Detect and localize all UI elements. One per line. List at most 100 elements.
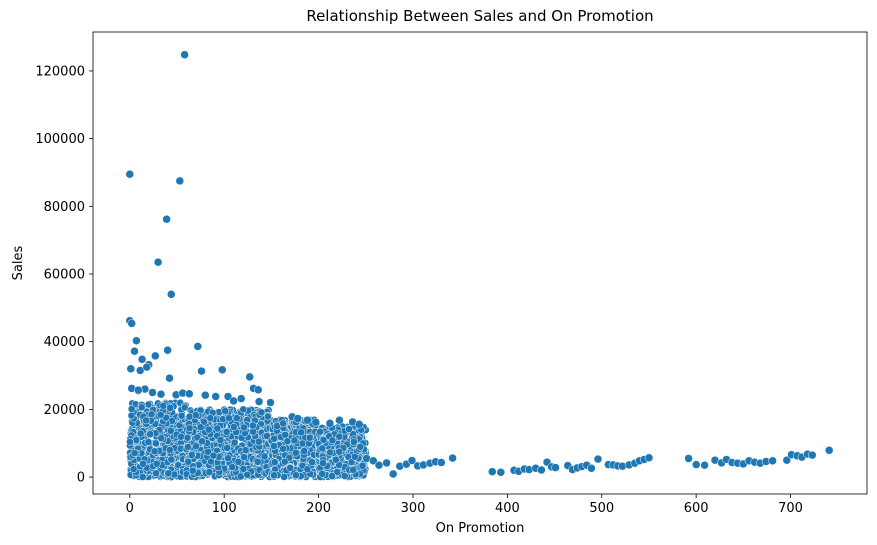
data-point (808, 450, 817, 460)
y-axis-label: Sales (11, 245, 26, 280)
data-point (587, 464, 596, 473)
data-point (768, 456, 777, 466)
data-point (263, 412, 272, 421)
data-point (331, 455, 340, 464)
data-point (824, 446, 834, 455)
data-point (303, 415, 312, 425)
data-point (138, 473, 147, 481)
data-point (166, 426, 175, 435)
data-point (335, 432, 344, 441)
data-point (234, 457, 243, 466)
data-point (551, 463, 560, 472)
data-point (163, 345, 172, 355)
data-point (369, 456, 378, 466)
data-point (127, 405, 136, 413)
data-point (197, 366, 206, 376)
data-point (382, 458, 391, 468)
data-point (167, 290, 176, 299)
data-point (253, 457, 262, 466)
data-point (279, 419, 288, 428)
x-tick-label: 100 (212, 501, 237, 516)
data-point (297, 428, 305, 437)
data-point (132, 336, 141, 345)
data-point (201, 390, 210, 400)
data-point (166, 446, 174, 454)
data-point (188, 466, 197, 475)
x-tick-label: 700 (778, 501, 803, 516)
data-point (157, 434, 166, 443)
data-point (164, 469, 173, 478)
data-point (130, 449, 139, 458)
data-point (243, 470, 252, 479)
data-point (223, 444, 232, 452)
data-point (134, 385, 143, 395)
data-point (129, 465, 138, 474)
data-point (193, 342, 203, 351)
data-point (335, 415, 344, 425)
x-tick-label: 200 (306, 501, 331, 516)
data-point (300, 447, 309, 455)
data-point (691, 460, 701, 469)
data-point (374, 460, 384, 470)
data-point (286, 464, 295, 472)
data-point (146, 430, 155, 439)
data-point (127, 411, 136, 420)
data-point (308, 458, 317, 467)
data-point (270, 471, 278, 480)
data-point (204, 425, 213, 434)
data-point (270, 434, 279, 443)
data-point (254, 397, 264, 406)
data-point (184, 443, 192, 451)
data-point (350, 452, 359, 461)
data-point (218, 365, 227, 375)
data-point (266, 398, 275, 407)
data-point (213, 424, 222, 433)
data-point (335, 447, 344, 456)
data-point (318, 469, 327, 478)
y-tick-label: 0 (77, 471, 85, 486)
data-point (345, 425, 353, 433)
data-point (142, 416, 150, 425)
data-point (221, 407, 230, 415)
data-point (126, 364, 136, 374)
data-point (496, 468, 506, 477)
data-point (196, 423, 205, 432)
data-point (236, 394, 246, 403)
data-point (191, 411, 200, 420)
data-point (240, 453, 248, 462)
data-point (537, 465, 546, 475)
data-point (292, 471, 300, 480)
y-tick-label: 120000 (35, 64, 85, 79)
data-point (448, 453, 457, 463)
data-point (184, 457, 193, 466)
data-point (280, 457, 289, 466)
data-point (127, 319, 136, 328)
y-tick-label: 20000 (44, 403, 85, 418)
x-tick-label: 500 (589, 501, 614, 516)
data-point (229, 396, 238, 406)
data-point (224, 454, 232, 463)
data-point (137, 403, 146, 412)
data-point (165, 373, 174, 383)
data-point (291, 448, 300, 457)
data-point (311, 417, 321, 427)
data-point (328, 472, 336, 480)
data-point (350, 438, 358, 446)
x-tick-label: 400 (495, 501, 520, 516)
data-point (216, 436, 225, 444)
y-tick-label: 100000 (35, 132, 85, 147)
data-point (198, 437, 207, 446)
data-point (142, 362, 152, 372)
data-point (328, 436, 337, 445)
x-axis-label: On Promotion (436, 521, 525, 536)
data-point (153, 257, 163, 267)
data-point (303, 465, 312, 474)
data-point (257, 408, 266, 417)
data-point (148, 388, 157, 397)
data-point (245, 372, 254, 382)
data-point (407, 456, 417, 465)
data-point (205, 468, 214, 476)
data-point (249, 421, 257, 430)
y-tick-label: 80000 (44, 200, 85, 215)
